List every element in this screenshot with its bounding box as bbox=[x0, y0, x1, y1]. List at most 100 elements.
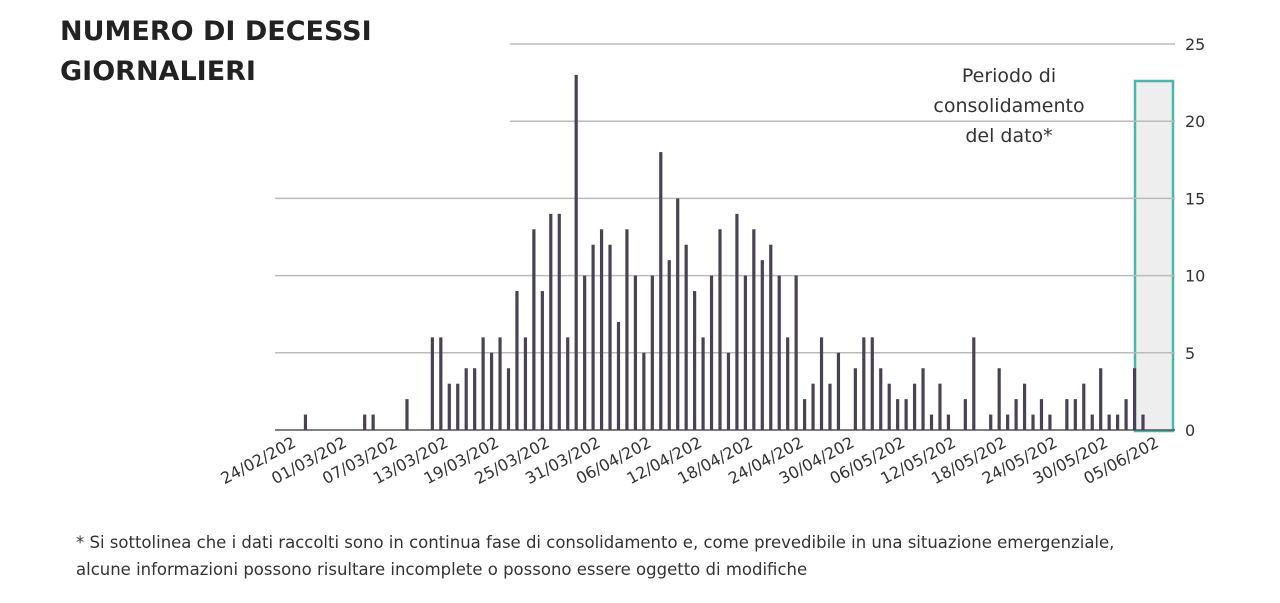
bar bbox=[489, 352, 494, 430]
bar bbox=[684, 244, 688, 430]
bar bbox=[769, 244, 773, 430]
bar bbox=[989, 414, 993, 430]
bar bbox=[862, 337, 866, 430]
bar bbox=[625, 229, 629, 430]
bar bbox=[870, 337, 874, 430]
bar bbox=[929, 414, 934, 430]
bar bbox=[371, 414, 375, 430]
bar bbox=[659, 152, 663, 430]
y-tick-label: 10 bbox=[1185, 267, 1205, 286]
bar bbox=[997, 368, 1001, 430]
bar bbox=[447, 383, 451, 430]
annotation: Periodo di bbox=[962, 65, 1056, 87]
bar bbox=[540, 291, 544, 430]
bar bbox=[650, 275, 654, 430]
bar bbox=[464, 368, 468, 430]
bar bbox=[1141, 414, 1145, 430]
bar bbox=[752, 229, 756, 430]
bar bbox=[473, 368, 477, 430]
bar bbox=[583, 275, 587, 430]
bar bbox=[887, 383, 891, 430]
bar bbox=[828, 383, 832, 430]
bar bbox=[777, 275, 781, 430]
bar bbox=[819, 337, 824, 430]
bar bbox=[481, 337, 485, 430]
bar bbox=[1039, 399, 1044, 430]
bar bbox=[1073, 399, 1077, 430]
bar bbox=[1099, 368, 1103, 430]
bar bbox=[709, 275, 714, 430]
annotation: consolidamento bbox=[933, 95, 1084, 117]
bar bbox=[718, 229, 722, 430]
consolidation-box bbox=[1133, 79, 1175, 433]
y-tick-label: 20 bbox=[1185, 112, 1205, 131]
bar bbox=[456, 383, 460, 430]
bar bbox=[1031, 414, 1035, 430]
bar bbox=[616, 321, 621, 430]
bar bbox=[701, 337, 705, 430]
bar bbox=[921, 368, 925, 430]
bar bbox=[794, 275, 798, 430]
bar bbox=[1132, 368, 1137, 430]
bar bbox=[1006, 414, 1010, 430]
bar bbox=[1022, 383, 1027, 430]
y-tick-label: 25 bbox=[1185, 35, 1205, 54]
bar bbox=[963, 399, 967, 430]
bar bbox=[896, 399, 900, 430]
bar bbox=[938, 383, 942, 430]
bar bbox=[735, 213, 739, 430]
bar bbox=[853, 368, 857, 430]
bar bbox=[1065, 399, 1069, 430]
y-tick-label: 15 bbox=[1185, 189, 1205, 208]
bar bbox=[303, 414, 308, 430]
bar bbox=[363, 414, 367, 430]
bar bbox=[946, 414, 951, 430]
bar bbox=[879, 368, 883, 430]
bar bbox=[676, 198, 680, 430]
bar bbox=[1124, 399, 1128, 430]
bar bbox=[439, 337, 443, 430]
bar bbox=[515, 291, 519, 430]
bar bbox=[566, 337, 570, 430]
annotation: del dato* bbox=[965, 125, 1052, 147]
bar bbox=[1116, 414, 1120, 430]
bar bbox=[591, 244, 595, 430]
bar bbox=[786, 337, 790, 430]
bar bbox=[803, 399, 807, 430]
bar bbox=[693, 291, 697, 430]
bar bbox=[912, 383, 917, 430]
bar bbox=[532, 229, 536, 430]
bar bbox=[557, 213, 561, 430]
bar bbox=[642, 352, 646, 430]
bar bbox=[726, 352, 731, 430]
bar bbox=[811, 383, 815, 430]
bar bbox=[1048, 414, 1052, 430]
bar bbox=[743, 275, 747, 430]
bar bbox=[608, 244, 612, 430]
bar bbox=[667, 260, 671, 430]
bar bbox=[1107, 414, 1111, 430]
footnote: * Si sottolinea che i dati raccolti sono… bbox=[76, 533, 1114, 552]
bar bbox=[430, 337, 434, 430]
bar bbox=[760, 260, 764, 430]
bar bbox=[599, 229, 604, 430]
footnote: alcune informazioni possono risultare in… bbox=[76, 560, 807, 579]
bar bbox=[1014, 399, 1018, 430]
y-tick-label: 5 bbox=[1185, 344, 1195, 363]
bar bbox=[498, 337, 502, 430]
y-tick-label: 0 bbox=[1185, 421, 1195, 440]
bar bbox=[405, 399, 409, 430]
bar bbox=[904, 399, 908, 430]
bar bbox=[633, 275, 637, 430]
bar bbox=[506, 368, 511, 430]
chart-title: NUMERO DI DECESSI GIORNALIERI bbox=[60, 16, 372, 87]
bar bbox=[1090, 414, 1094, 430]
bar bbox=[836, 352, 841, 430]
bar bbox=[549, 213, 553, 430]
bar bbox=[574, 74, 578, 430]
bar bbox=[1082, 383, 1086, 430]
bar bbox=[972, 337, 976, 430]
bar bbox=[523, 337, 528, 430]
